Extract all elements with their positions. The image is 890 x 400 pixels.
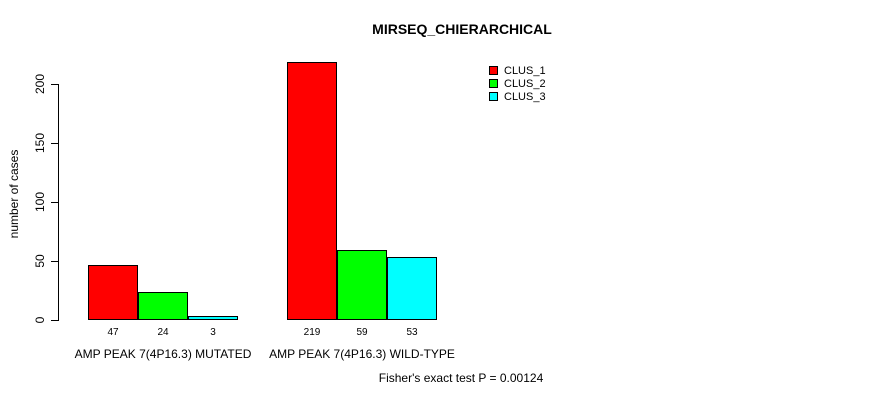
legend-item-clus_2: CLUS_2 <box>489 77 546 90</box>
bar-clus_1-group1 <box>88 264 138 320</box>
bar-value-label: 47 <box>107 327 119 338</box>
y-tick <box>51 84 58 85</box>
legend-swatch-icon <box>489 66 498 75</box>
x-category-label: AMP PEAK 7(4P16.3) WILD-TYPE <box>269 347 455 361</box>
y-tick-label: 150 <box>33 132 47 154</box>
y-tick <box>51 202 58 203</box>
legend-item-clus_3: CLUS_3 <box>489 90 546 103</box>
annotation-text: Fisher's exact test P = 0.00124 <box>378 371 544 385</box>
chart-title: MIRSEQ_CHIERARCHICAL <box>372 21 552 37</box>
legend-label: CLUS_2 <box>504 77 546 90</box>
bar-value-label: 219 <box>303 327 321 338</box>
bar-value-label: 59 <box>356 327 368 338</box>
y-axis-label: number of cases <box>7 149 21 239</box>
y-tick-label: 50 <box>33 254 47 268</box>
legend: CLUS_1 CLUS_2 CLUS_3 <box>489 64 546 103</box>
legend-label: CLUS_3 <box>504 90 546 103</box>
legend-swatch-icon <box>489 92 498 101</box>
y-tick-label: 0 <box>33 316 47 324</box>
y-tick-label: 100 <box>33 191 47 213</box>
bar-value-label: 53 <box>406 327 418 338</box>
y-tick <box>51 320 58 321</box>
y-tick <box>51 143 58 144</box>
legend-swatch-icon <box>489 79 498 88</box>
bar-value-label: 3 <box>210 327 216 338</box>
bar-value-label: 24 <box>157 327 169 338</box>
legend-label: CLUS_1 <box>504 64 546 77</box>
bar-clus_3-group2 <box>387 257 437 320</box>
y-axis-line <box>58 84 59 321</box>
bar-clus_2-group2 <box>337 250 387 320</box>
bar-clus_1-group2 <box>287 61 337 320</box>
y-tick-label: 200 <box>33 73 47 95</box>
x-category-label: AMP PEAK 7(4P16.3) MUTATED <box>74 347 252 361</box>
bar-clus_3-group1 <box>188 316 238 320</box>
bar-clus_2-group1 <box>138 291 188 320</box>
y-tick <box>51 261 58 262</box>
legend-item-clus_1: CLUS_1 <box>489 64 546 77</box>
